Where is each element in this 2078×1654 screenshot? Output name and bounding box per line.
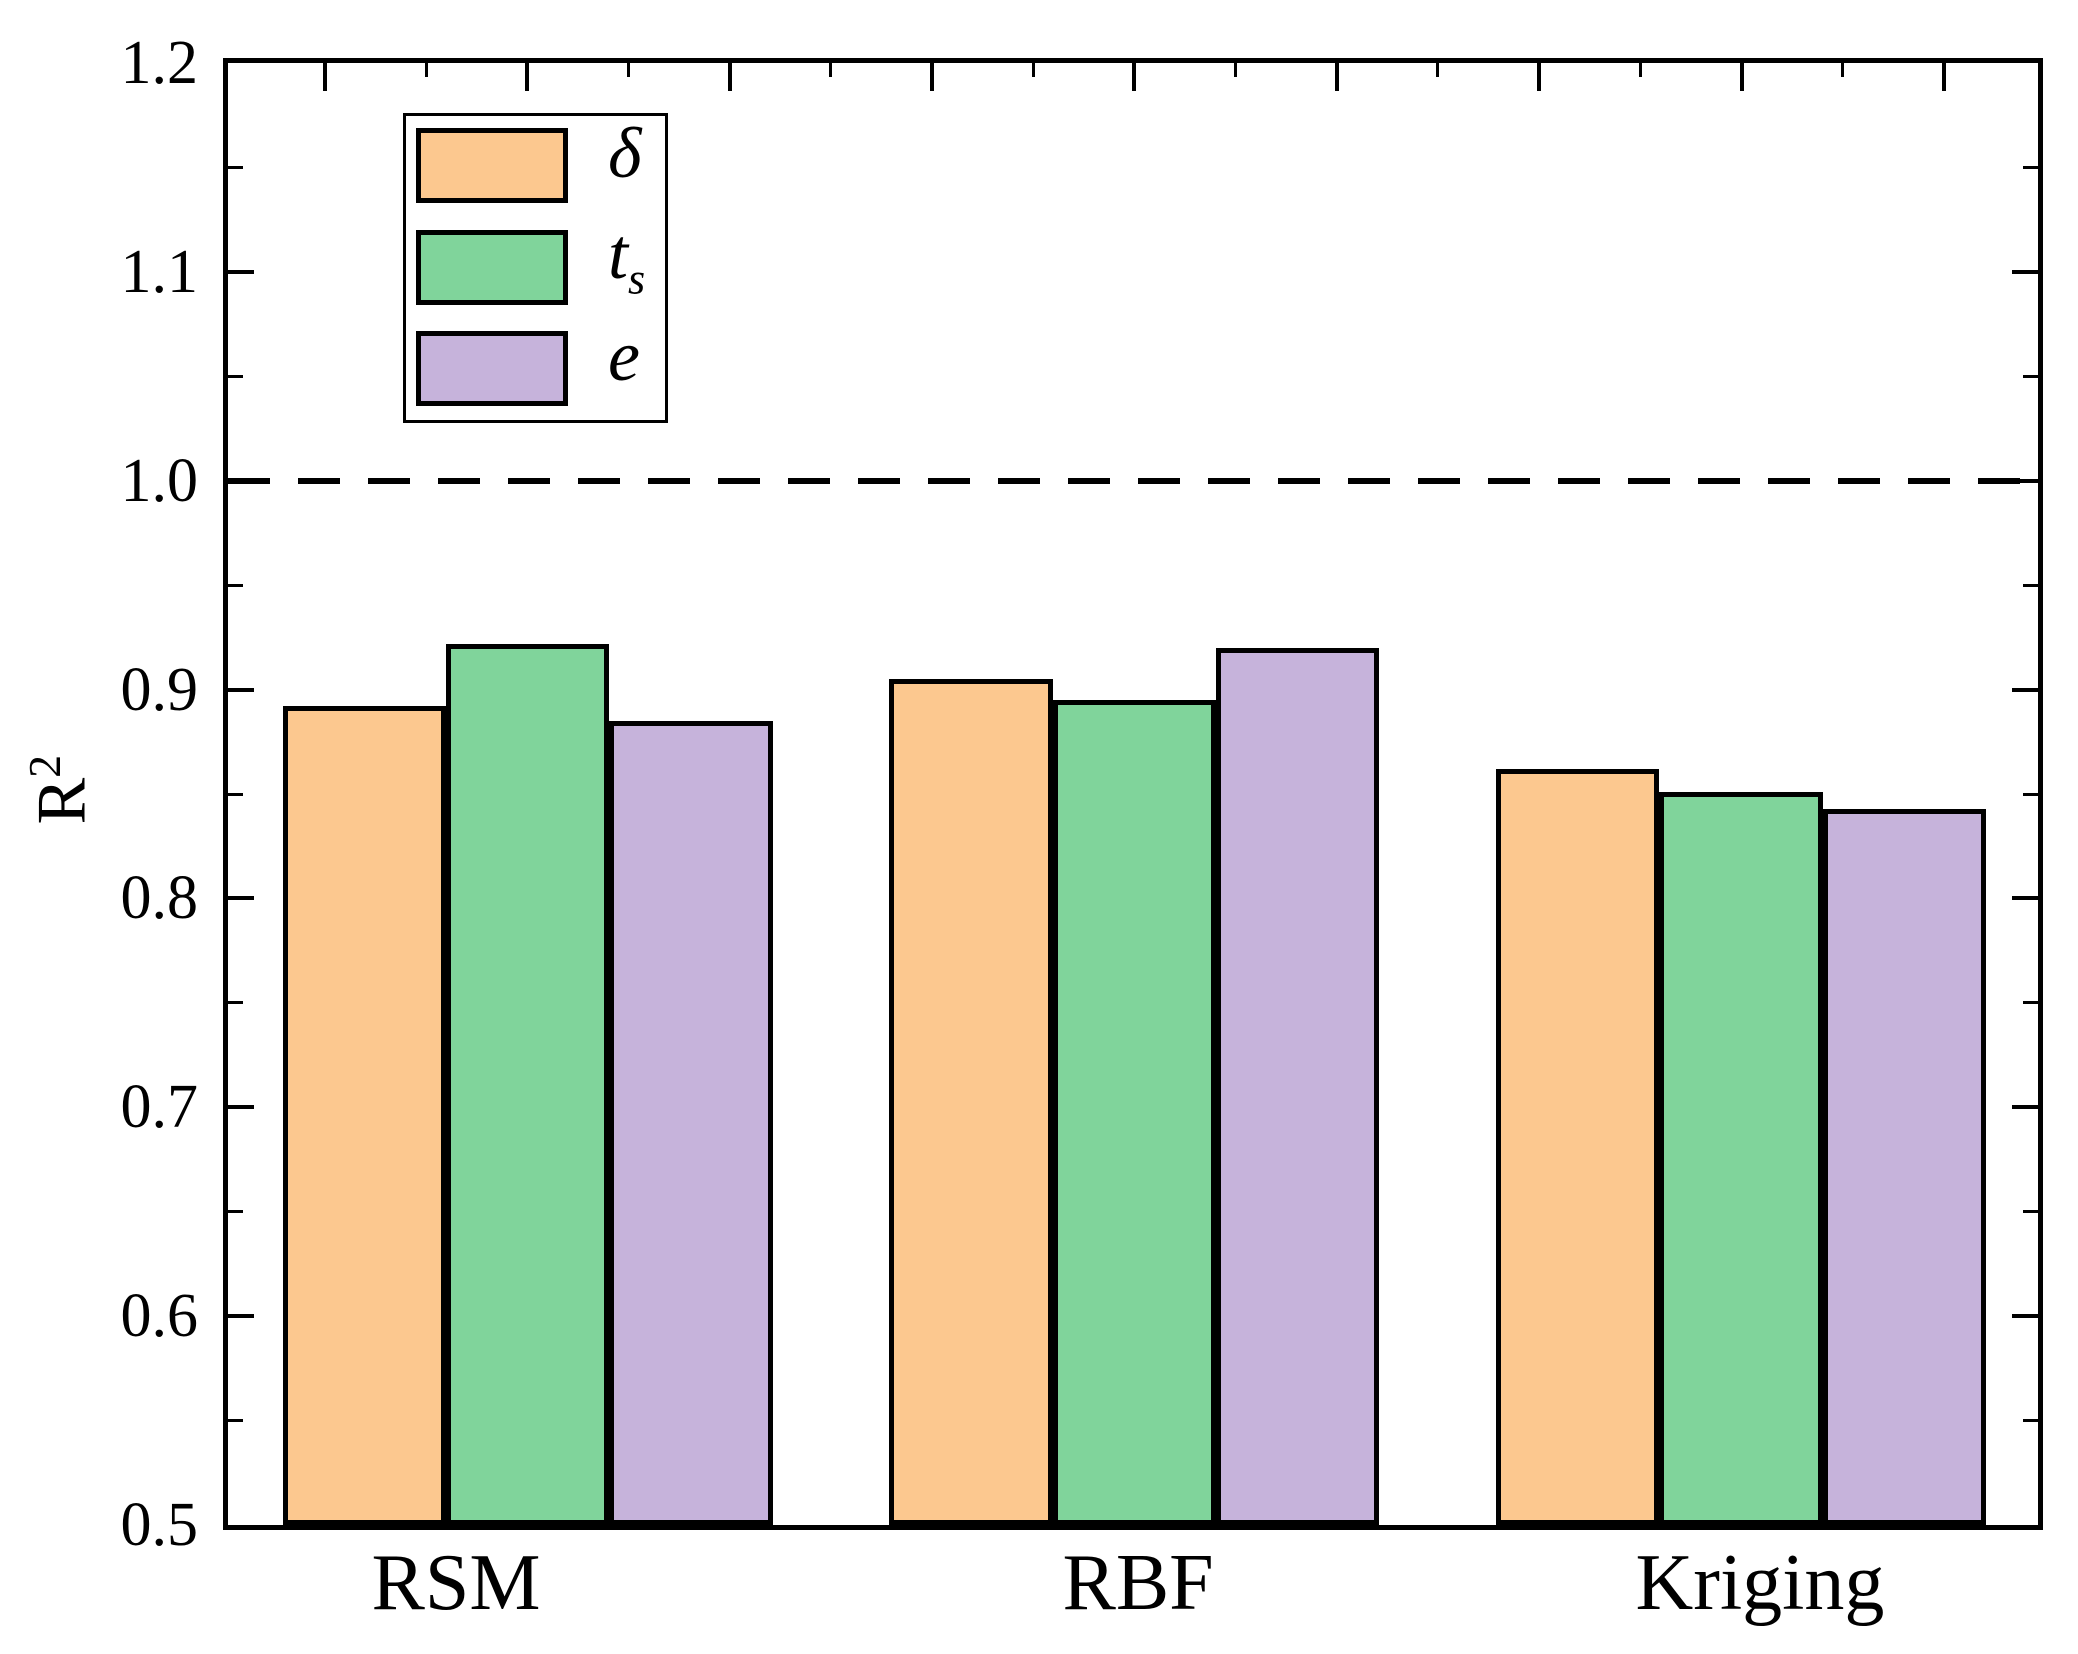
y-tick-label: 0.6 [120,1282,199,1351]
legend-item-ts: ts [416,218,665,305]
bar-rbf-ts [1052,700,1216,1525]
tick-major [228,478,254,483]
tick-minor [2023,1001,2038,1005]
tick-minor [627,63,631,77]
bar-rsm-delta [283,706,447,1525]
tick-minor [228,1210,243,1214]
tick-major [228,1314,254,1319]
tick-minor [2023,1419,2038,1423]
y-tick-label: 0.9 [120,655,199,724]
legend-item-delta: δ [416,117,665,203]
tick-minor [2023,165,2038,169]
reference-line [228,477,2038,484]
tick-minor [228,1001,243,1005]
tick-major [2012,1105,2038,1110]
legend-label-e: e [608,315,640,396]
tick-minor [228,583,243,587]
legend-swatch-ts [416,229,568,305]
bar-rbf-delta [889,679,1053,1525]
tick-minor [424,63,428,77]
tick-minor [2023,792,2038,796]
tick-minor [228,1419,243,1423]
tick-major [2012,687,2038,692]
tick-major [228,269,254,274]
y-tick-label: 1.2 [120,29,199,97]
tick-major [1941,63,1946,91]
y-tick-label: 1.0 [120,446,199,515]
bar-kriging-delta [1496,768,1660,1525]
tick-major [1739,63,1744,91]
y-axis-title: R2 [2,695,106,885]
tick-minor [2023,1210,2038,1214]
tick-minor [2023,374,2038,378]
legend-swatch-e [416,331,568,406]
tick-minor [228,165,243,169]
tick-major [228,1105,254,1110]
y-tick-label: 1.1 [120,237,199,306]
tick-major [2012,478,2038,483]
bar-rbf-e [1215,647,1379,1525]
legend-label-delta: δ [608,112,642,193]
legend-item-e: e [416,320,665,406]
tick-major [228,687,254,692]
tick-major [2012,1314,2038,1319]
tick-minor [1031,63,1035,77]
bar-kriging-e [1822,808,1986,1525]
y-axis-title-exponent: 2 [19,755,71,779]
legend-label-ts: ts [608,214,646,304]
tick-minor [2023,583,2038,587]
y-tick-label: 0.8 [120,864,199,933]
bar-kriging-ts [1659,791,1823,1525]
tick-minor [1234,63,1238,77]
tick-major [2012,269,2038,274]
tick-minor [1638,63,1642,77]
bar-rsm-ts [446,643,610,1525]
plot-area: δ ts e [223,58,2043,1530]
y-tick-label: 0.5 [120,1491,199,1559]
tick-major [323,63,328,91]
legend: δ ts e [403,113,668,423]
x-label-rsm: RSM [371,1539,541,1627]
y-tick-label: 0.7 [120,1073,199,1142]
tick-major [525,63,530,91]
tick-minor [829,63,833,77]
y-axis-title-text: R [23,778,101,825]
x-label-kriging: Kriging [1635,1539,1885,1627]
x-label-rbf: RBF [1062,1539,1214,1627]
tick-major [2012,896,2038,901]
tick-major [1132,63,1137,91]
legend-swatch-delta [416,128,568,203]
tick-minor [228,792,243,796]
tick-major [1334,63,1339,91]
tick-minor [1436,63,1440,77]
tick-major [228,896,254,901]
tick-major [727,63,732,91]
tick-major [1537,63,1542,91]
tick-minor [228,374,243,378]
tick-major [930,63,935,91]
tick-minor [1841,63,1845,77]
bar-rsm-e [609,720,773,1525]
